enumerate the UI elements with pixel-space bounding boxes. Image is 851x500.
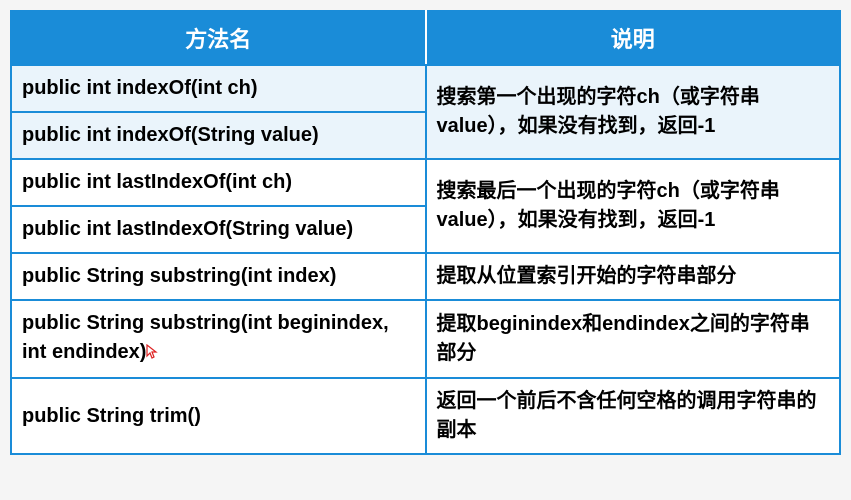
desc-cell: 提取beginindex和endindex之间的字符串部分 <box>426 300 841 378</box>
table-row: public int indexOf(int ch) 搜索第一个出现的字符ch（… <box>11 65 840 112</box>
method-cell: public String trim() <box>11 378 426 454</box>
desc-cell: 搜索第一个出现的字符ch（或字符串value），如果没有找到，返回-1 <box>426 65 841 159</box>
table-row: public String substring(int beginindex, … <box>11 300 840 378</box>
method-table: 方法名 说明 public int indexOf(int ch) 搜索第一个出… <box>10 10 841 455</box>
table-row: public String trim() 返回一个前后不含任何空格的调用字符串的… <box>11 378 840 454</box>
desc-cell: 提取从位置索引开始的字符串部分 <box>426 253 841 300</box>
method-text: public String substring(int beginindex, … <box>22 312 389 363</box>
method-cell: public int lastIndexOf(int ch) <box>11 159 426 206</box>
method-table-container: 方法名 说明 public int indexOf(int ch) 搜索第一个出… <box>10 10 841 455</box>
method-cell: public int lastIndexOf(String value) <box>11 206 426 253</box>
table-header-row: 方法名 说明 <box>11 11 840 65</box>
table-row: public String substring(int index) 提取从位置… <box>11 253 840 300</box>
header-method: 方法名 <box>11 11 426 65</box>
desc-cell: 返回一个前后不含任何空格的调用字符串的副本 <box>426 378 841 454</box>
desc-cell: 搜索最后一个出现的字符ch（或字符串value），如果没有找到，返回-1 <box>426 159 841 253</box>
table-row: public int lastIndexOf(int ch) 搜索最后一个出现的… <box>11 159 840 206</box>
cursor-icon <box>146 340 160 369</box>
method-cell: public int indexOf(int ch) <box>11 65 426 112</box>
method-cell: public int indexOf(String value) <box>11 112 426 159</box>
method-cell: public String substring(int index) <box>11 253 426 300</box>
header-desc: 说明 <box>426 11 841 65</box>
method-cell: public String substring(int beginindex, … <box>11 300 426 378</box>
table-body: public int indexOf(int ch) 搜索第一个出现的字符ch（… <box>11 65 840 454</box>
